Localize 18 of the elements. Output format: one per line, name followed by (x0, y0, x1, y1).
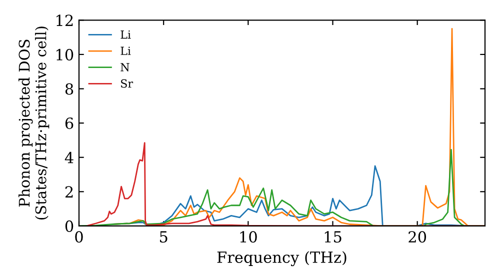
x-tick-label: 20 (408, 231, 426, 243)
y-tick-label: 10 (56, 48, 74, 60)
legend-label: Li (120, 46, 131, 55)
legend-label: Li (120, 30, 131, 39)
legend-label: N (120, 63, 130, 72)
y-tick-label: 6 (65, 118, 74, 130)
y-axis-title: Phonon projected DOS (States/THz·primitive cell) (18, 26, 50, 220)
y-tick-label: 12 (56, 14, 73, 26)
x-tick-label: 15 (324, 231, 342, 243)
x-tick-label: 5 (160, 231, 168, 243)
y-tick-label: 4 (64, 152, 74, 164)
legend-label: Sr (121, 79, 134, 88)
y-tick-label: 2 (65, 186, 73, 198)
x-axis-title: Frequency (THz) (217, 251, 346, 266)
x-tick-label: 0 (75, 231, 83, 243)
y-tick-label: 8 (65, 83, 74, 95)
x-tick-label: 10 (240, 231, 257, 243)
y-tick-label: 0 (65, 220, 74, 232)
